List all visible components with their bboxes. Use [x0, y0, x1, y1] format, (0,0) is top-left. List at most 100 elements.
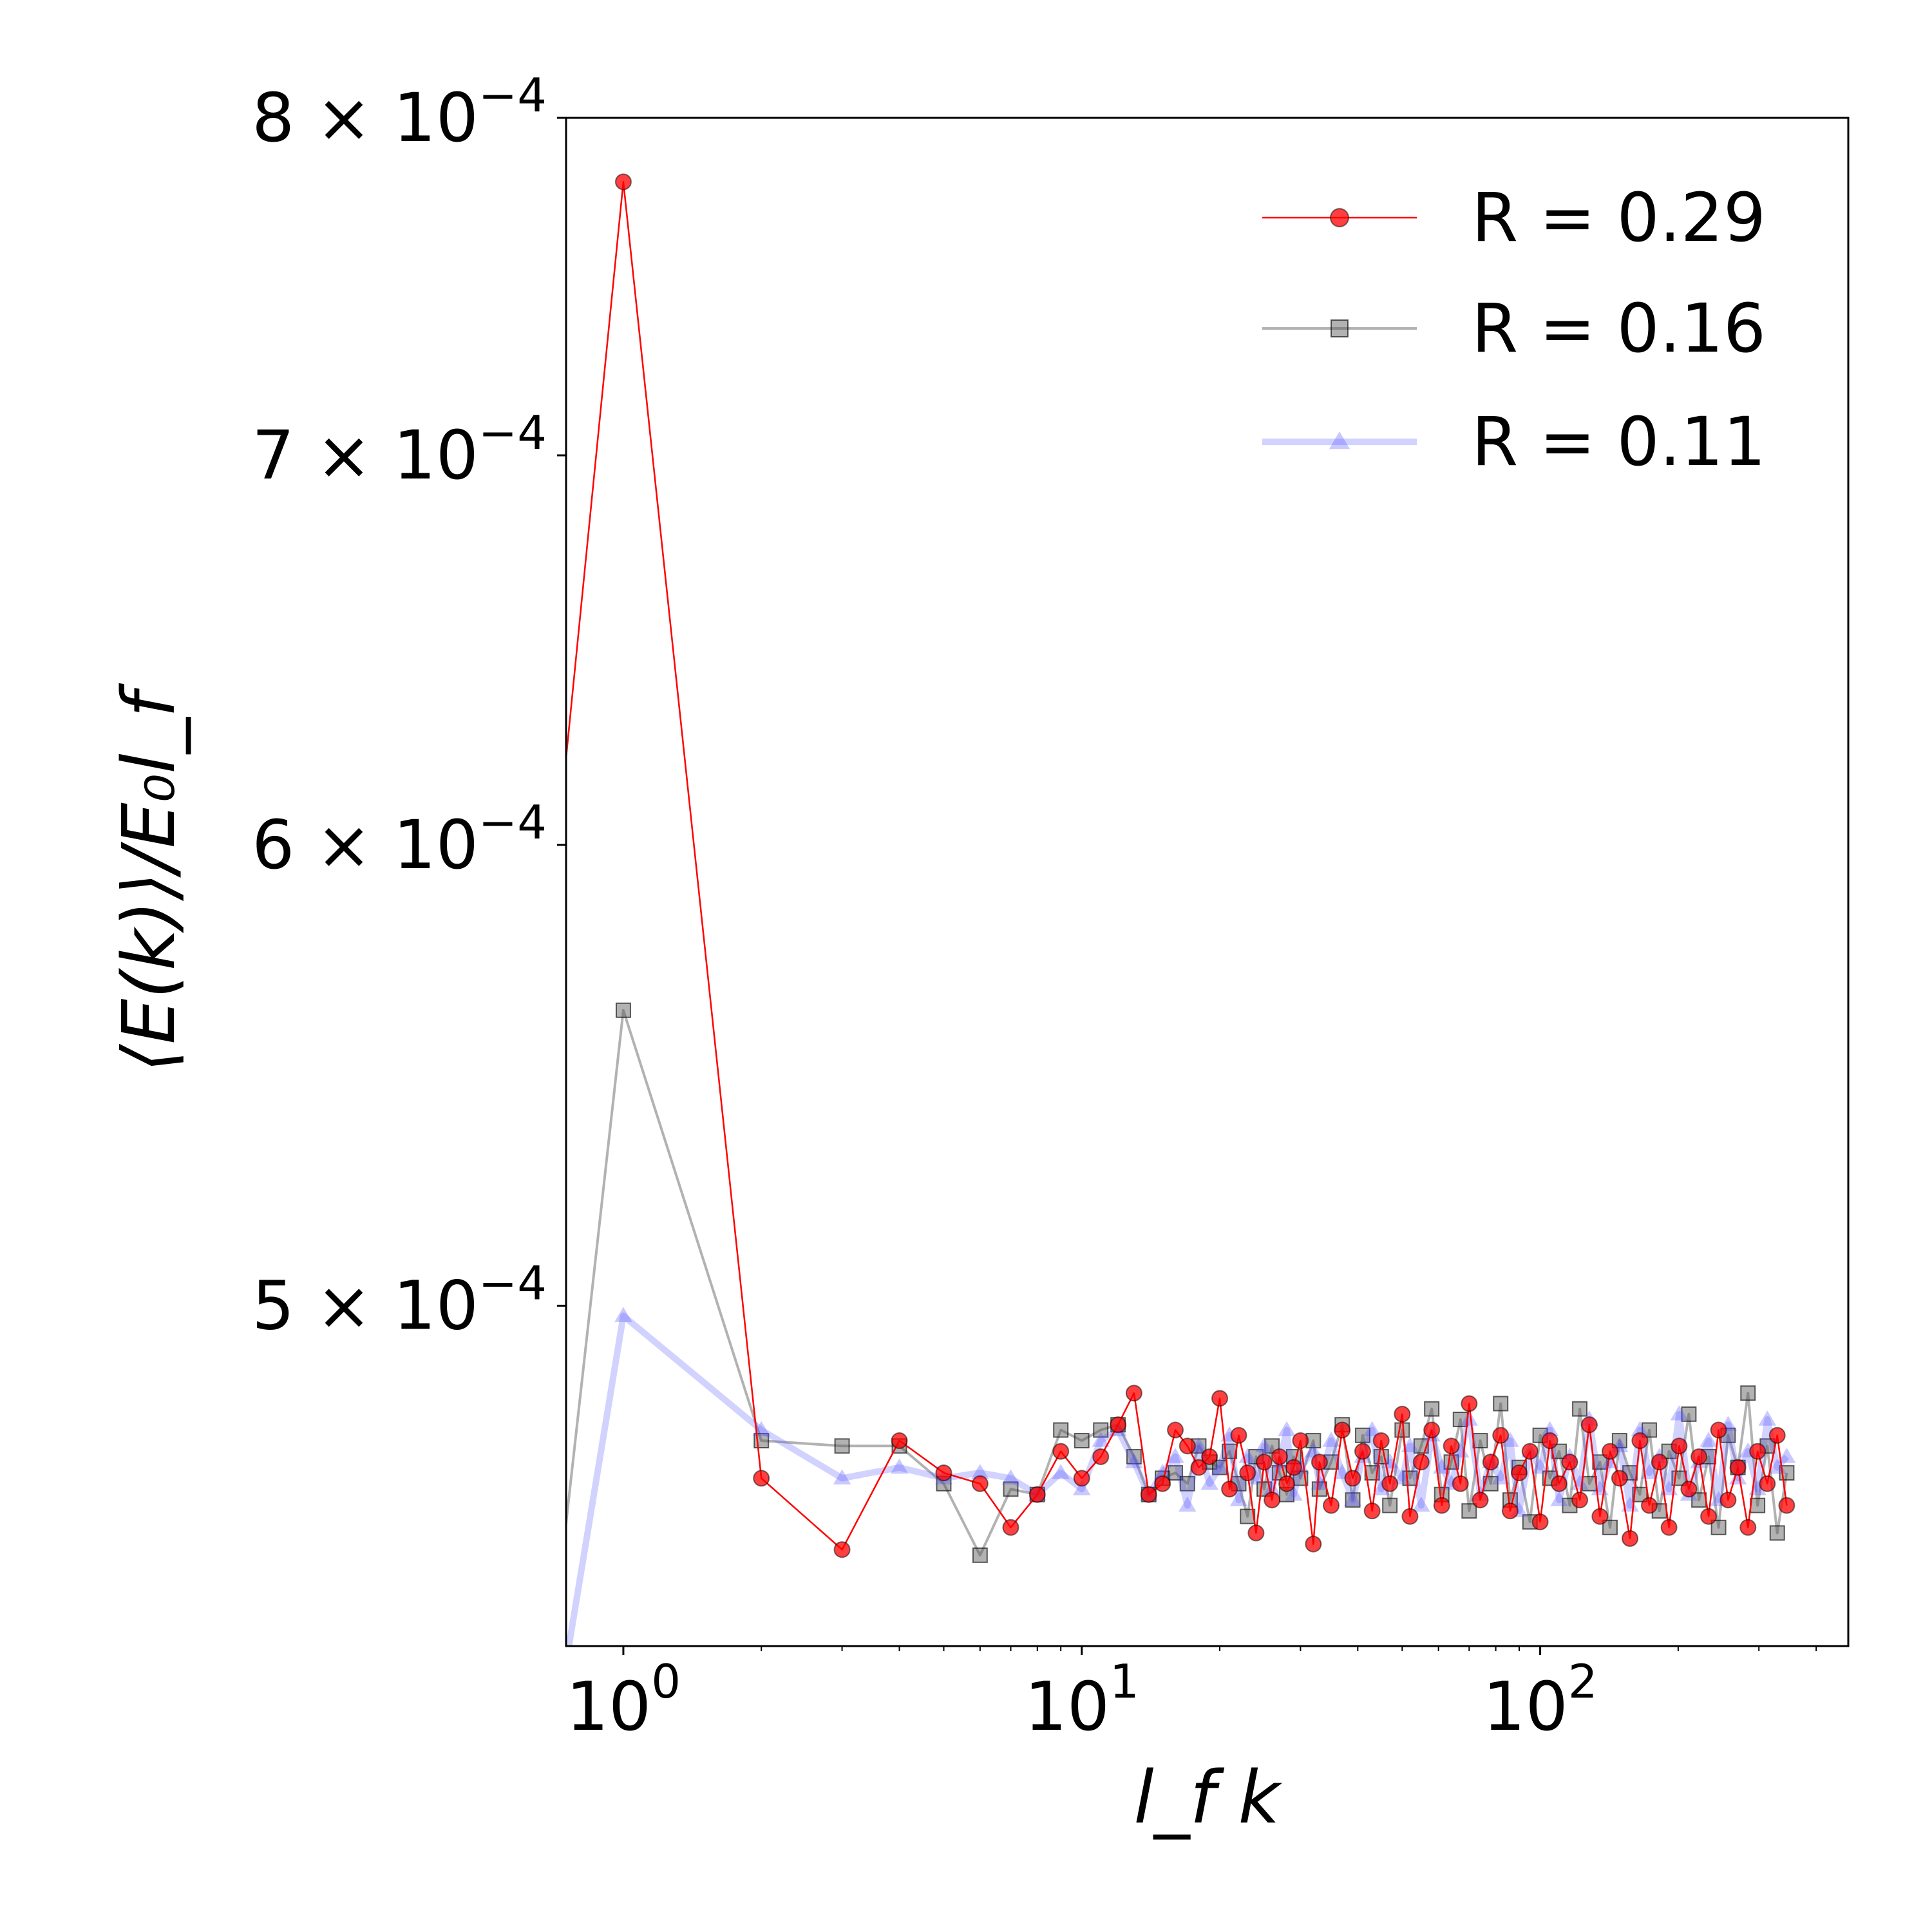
data-point	[1345, 1492, 1361, 1508]
data-point	[1344, 1470, 1361, 1487]
legend-marker	[1330, 208, 1349, 227]
data-point	[1053, 1422, 1069, 1438]
data-point	[1334, 1421, 1351, 1439]
data-point	[1493, 1396, 1509, 1412]
data-point	[1028, 1486, 1046, 1503]
data-point	[1690, 1448, 1708, 1465]
data-point	[1460, 1410, 1479, 1426]
data-point	[1759, 1475, 1776, 1492]
x-axis-label: l_f k	[1133, 1756, 1282, 1840]
data-point	[1758, 1410, 1777, 1426]
data-point	[1179, 1437, 1196, 1455]
y-tick-label: 8 × 10−4	[252, 68, 547, 157]
data-point	[1238, 1448, 1257, 1463]
data-point	[1750, 1497, 1766, 1513]
data-point	[1247, 1524, 1265, 1542]
data-point	[1521, 1443, 1539, 1460]
series-line	[566, 1009, 1788, 1557]
data-point	[1264, 1492, 1281, 1509]
data-point	[1311, 1475, 1329, 1490]
data-point	[1093, 1422, 1109, 1438]
legend-label: R = 0.29	[1472, 178, 1766, 257]
data-point	[833, 1541, 851, 1558]
data-point	[1719, 1492, 1737, 1509]
data-point	[1641, 1497, 1658, 1514]
data-point	[890, 1458, 909, 1474]
data-point	[1749, 1443, 1766, 1460]
data-point	[614, 173, 632, 191]
data-point	[834, 1438, 850, 1454]
data-point	[1201, 1448, 1218, 1465]
data-point	[935, 1464, 952, 1482]
data-point	[1501, 1432, 1519, 1447]
data-point	[1531, 1458, 1549, 1474]
data-point	[1540, 1421, 1559, 1437]
data-point	[1571, 1492, 1589, 1509]
data-point	[1768, 1426, 1786, 1444]
data-point	[1372, 1480, 1390, 1495]
data-point	[1278, 1421, 1296, 1437]
y-axis: 5 × 10−4 6 × 10−4 7 × 10−4 8 × 10−4	[252, 68, 566, 1345]
data-point	[1052, 1464, 1070, 1479]
data-point	[1769, 1525, 1785, 1541]
data-point	[1354, 1427, 1370, 1443]
data-point	[1424, 1401, 1440, 1417]
data-point	[1412, 1454, 1430, 1471]
data-point	[1167, 1421, 1184, 1439]
data-point	[1001, 1469, 1020, 1485]
data-point	[1354, 1443, 1371, 1460]
data-point	[1239, 1464, 1256, 1482]
data-point	[1412, 1496, 1430, 1512]
data-point	[1423, 1421, 1441, 1439]
data-point	[1611, 1433, 1627, 1449]
data-point	[971, 1464, 989, 1479]
data-point	[1592, 1454, 1608, 1470]
series-r029	[566, 173, 1795, 1558]
data-point	[1729, 1459, 1747, 1476]
data-point	[1292, 1432, 1309, 1450]
data-point	[1003, 1481, 1019, 1497]
data-point	[1739, 1519, 1757, 1536]
data-point	[1452, 1475, 1469, 1492]
data-point	[1394, 1422, 1410, 1438]
data-point	[1778, 1497, 1795, 1514]
data-point	[1126, 1448, 1142, 1464]
data-point	[1153, 1464, 1171, 1479]
data-point	[1110, 1416, 1127, 1434]
series-line	[566, 181, 1788, 1551]
data-point	[1073, 1470, 1090, 1487]
data-point	[1154, 1475, 1171, 1492]
data-point	[1211, 1390, 1229, 1407]
data-point	[1531, 1513, 1549, 1531]
data-point	[1777, 1448, 1796, 1463]
data-point	[1363, 1421, 1381, 1437]
data-point	[1572, 1401, 1588, 1417]
data-point	[1311, 1454, 1328, 1471]
data-point	[1230, 1426, 1247, 1444]
data-point	[1240, 1508, 1256, 1524]
data-point	[1229, 1491, 1248, 1506]
y-tick-label: 7 × 10−4	[252, 406, 547, 495]
data-point	[1651, 1454, 1668, 1471]
data-point	[1323, 1497, 1340, 1514]
data-point	[1074, 1433, 1090, 1449]
data-point	[1580, 1416, 1598, 1434]
y-axis-label: ⟨E(k)⟩/E₀l_f	[108, 683, 191, 1072]
data-point	[545, 1639, 560, 1653]
data-point	[615, 1002, 631, 1018]
data-point	[1363, 1502, 1381, 1520]
data-point	[971, 1475, 989, 1492]
data-point	[1285, 1485, 1303, 1501]
data-point	[1125, 1453, 1143, 1468]
data-point	[1166, 1448, 1184, 1463]
data-point	[1401, 1508, 1419, 1525]
data-point	[614, 1307, 632, 1322]
data-point	[1601, 1443, 1618, 1460]
data-point	[1381, 1475, 1399, 1492]
series-r016	[545, 1002, 1795, 1653]
data-point	[1322, 1432, 1340, 1447]
data-point	[1092, 1432, 1110, 1447]
data-point	[1200, 1475, 1218, 1490]
data-point	[1461, 1395, 1478, 1412]
data-point	[1561, 1454, 1578, 1471]
